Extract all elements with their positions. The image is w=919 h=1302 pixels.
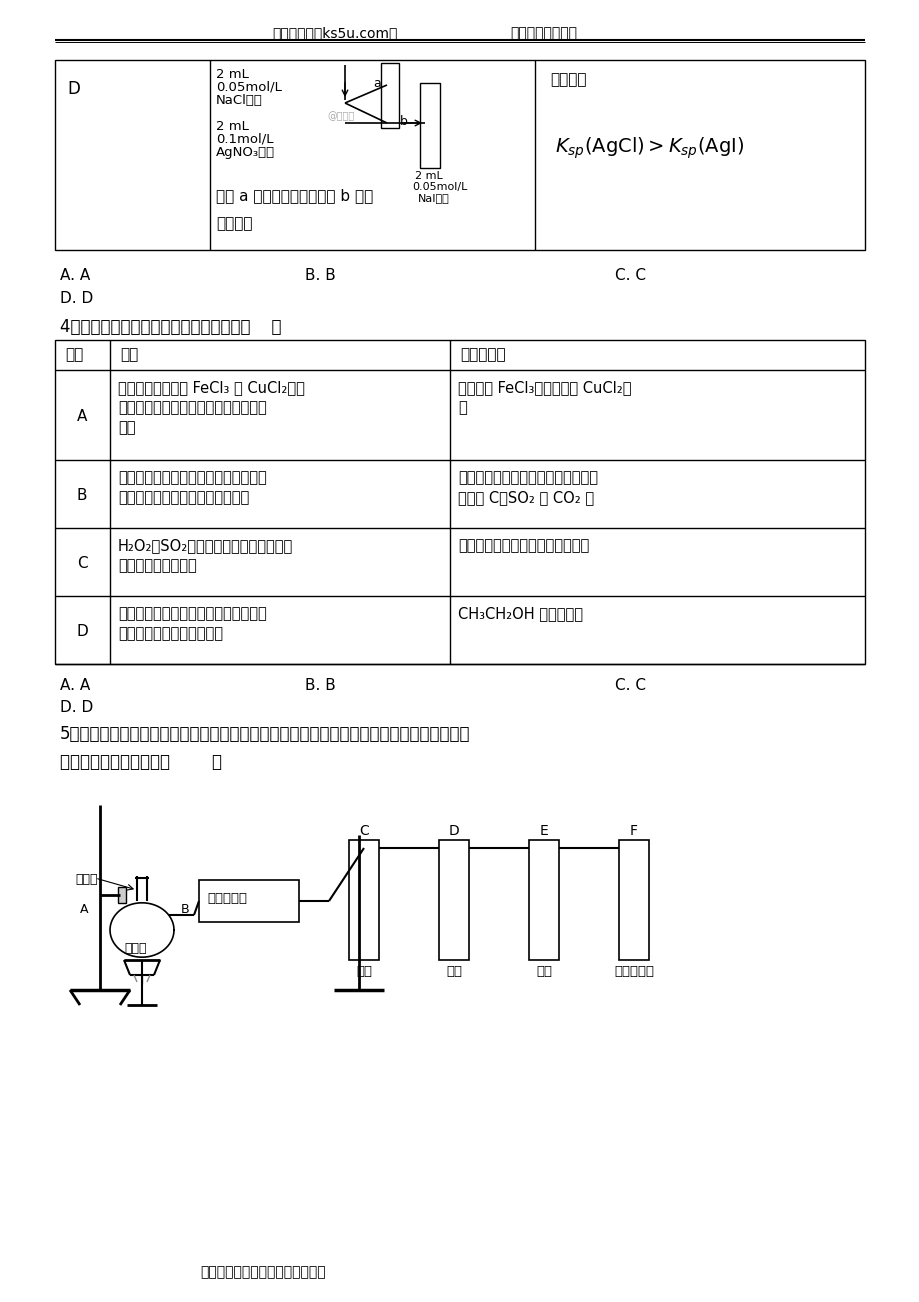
Bar	[380, 62, 399, 128]
Bar	[55, 60, 864, 250]
Text: 木炭粉: 木炭粉	[124, 943, 146, 954]
Text: b: b	[400, 115, 407, 128]
Text: D: D	[448, 824, 459, 838]
Text: B: B	[76, 488, 87, 503]
Text: 解释或结论: 解释或结论	[460, 348, 505, 362]
Bar	[420, 83, 439, 168]
Text: 您身边的高考专家: 您身边的高考专家	[509, 26, 576, 40]
Text: 液: 液	[458, 400, 466, 415]
Text: a: a	[372, 77, 380, 90]
Text: 中生成 C、SO₂ 和 CO₂ 等: 中生成 C、SO₂ 和 CO₂ 等	[458, 490, 594, 505]
Text: B. B: B. B	[305, 268, 335, 283]
Text: $K_{sp}(\mathrm{AgCl})>K_{sp}(\mathrm{AgI})$: $K_{sp}(\mathrm{AgCl})>K_{sp}(\mathrm{Ag…	[554, 135, 743, 160]
Bar	[618, 840, 648, 960]
Text: 高考资源网（ks5u.com）: 高考资源网（ks5u.com）	[272, 26, 397, 40]
Text: 向蔗糖中加入浓硫酸，变黑，放热，体: 向蔗糖中加入浓硫酸，变黑，放热，体	[118, 470, 267, 486]
Text: 试管 a 出现白色沉淀，试管 b 出现: 试管 a 出现白色沉淀，试管 b 出现	[216, 187, 373, 203]
Text: 成可以在空气中燃烧的气体: 成可以在空气中燃烧的气体	[118, 626, 222, 641]
Text: 中加入铜屑，充分搅拌，过滤，得蓝色: 中加入铜屑，充分搅拌，过滤，得蓝色	[118, 400, 267, 415]
Text: 5、为了验证浓硫酸和木炭粉在加热条件下产生的气体产物，某同学选用了如图所示的实验装: 5、为了验证浓硫酸和木炭粉在加热条件下产生的气体产物，某同学选用了如图所示的实验…	[60, 725, 470, 743]
Text: A: A	[76, 409, 87, 424]
Text: AgNO₃溶液: AgNO₃溶液	[216, 146, 275, 159]
Text: 无水硫酸铜: 无水硫酸铜	[207, 892, 246, 905]
Text: E: E	[539, 824, 548, 838]
Text: 4、下列实验对应的解释或结论正确的是（    ）: 4、下列实验对应的解释或结论正确的是（ ）	[60, 318, 281, 336]
Text: 室温下，向含少量 FeCl₃ 的 CuCl₂溶液: 室温下，向含少量 FeCl₃ 的 CuCl₂溶液	[118, 380, 304, 395]
Text: A: A	[80, 904, 88, 917]
Text: 0.05mol/L: 0.05mol/L	[412, 182, 467, 191]
Text: 黄色沉淀: 黄色沉淀	[216, 216, 252, 230]
Text: A. A: A. A	[60, 678, 90, 693]
Text: CH₃CH₂OH 是弱电解质: CH₃CH₂OH 是弱电解质	[458, 605, 583, 621]
Text: 除去杂质 FeCl₃得到纯净的 CuCl₂溶: 除去杂质 FeCl₃得到纯净的 CuCl₂溶	[458, 380, 630, 395]
Text: D: D	[67, 79, 80, 98]
Text: B. B: B. B	[305, 678, 335, 693]
Text: 溶液: 溶液	[118, 421, 135, 435]
Text: 在少量无水乙醇中加入金属钠，缓慢生: 在少量无水乙醇中加入金属钠，缓慢生	[118, 605, 267, 621]
Text: H₂O₂、SO₂分别加入或通入酸性高锰酸: H₂O₂、SO₂分别加入或通入酸性高锰酸	[118, 538, 293, 553]
Text: 实验: 实验	[119, 348, 138, 362]
Text: @正確云: @正確云	[326, 111, 354, 121]
Text: 钾溶液，溶液均褪色: 钾溶液，溶液均褪色	[118, 559, 197, 573]
Bar	[199, 880, 299, 922]
Text: 品红: 品红	[356, 965, 371, 978]
Text: 高考资源网版权所有，侵权必究！: 高考资源网版权所有，侵权必究！	[199, 1266, 325, 1279]
Text: C: C	[76, 556, 87, 572]
Text: C. C: C. C	[614, 678, 645, 693]
Text: A. A: A. A	[60, 268, 90, 283]
Text: 浓硫酸具有脱水性和强氧化性，反应: 浓硫酸具有脱水性和强氧化性，反应	[458, 470, 597, 486]
Text: D. D: D. D	[60, 700, 93, 715]
Text: 2 mL: 2 mL	[216, 120, 249, 133]
Text: 0.1mol/L: 0.1mol/L	[216, 133, 273, 146]
Bar	[348, 840, 379, 960]
Bar	[438, 840, 469, 960]
Text: D. D: D. D	[60, 292, 93, 306]
Text: C. C: C. C	[614, 268, 645, 283]
Text: 2 mL: 2 mL	[414, 171, 442, 181]
Text: 前者表现还原性，后者表现漂白性: 前者表现还原性，后者表现漂白性	[458, 538, 588, 553]
Bar	[528, 840, 559, 960]
Text: D: D	[76, 624, 88, 639]
Text: 置。下列说法错误的是（        ）: 置。下列说法错误的是（ ）	[60, 753, 221, 771]
Polygon shape	[110, 902, 174, 957]
Text: 2 mL: 2 mL	[216, 68, 249, 81]
Text: NaI溶液: NaI溶液	[417, 193, 449, 203]
Text: 0.05mol/L: 0.05mol/L	[216, 81, 281, 94]
Text: 积膨胀，放出有刺激性气味的气体: 积膨胀，放出有刺激性气味的气体	[118, 490, 249, 505]
Text: F: F	[630, 824, 637, 838]
Bar	[118, 887, 126, 904]
Text: 选项: 选项	[65, 348, 83, 362]
Text: 澄清石灰水: 澄清石灰水	[613, 965, 653, 978]
Text: 溶度积：: 溶度积：	[550, 72, 586, 87]
Text: C: C	[358, 824, 369, 838]
Text: 品红: 品红	[536, 965, 551, 978]
Text: B: B	[181, 904, 189, 917]
Text: NaCl溶液: NaCl溶液	[216, 94, 263, 107]
Text: 浓硫酸: 浓硫酸	[75, 874, 97, 885]
Text: 澄水: 澄水	[446, 965, 461, 978]
Bar	[55, 340, 864, 664]
